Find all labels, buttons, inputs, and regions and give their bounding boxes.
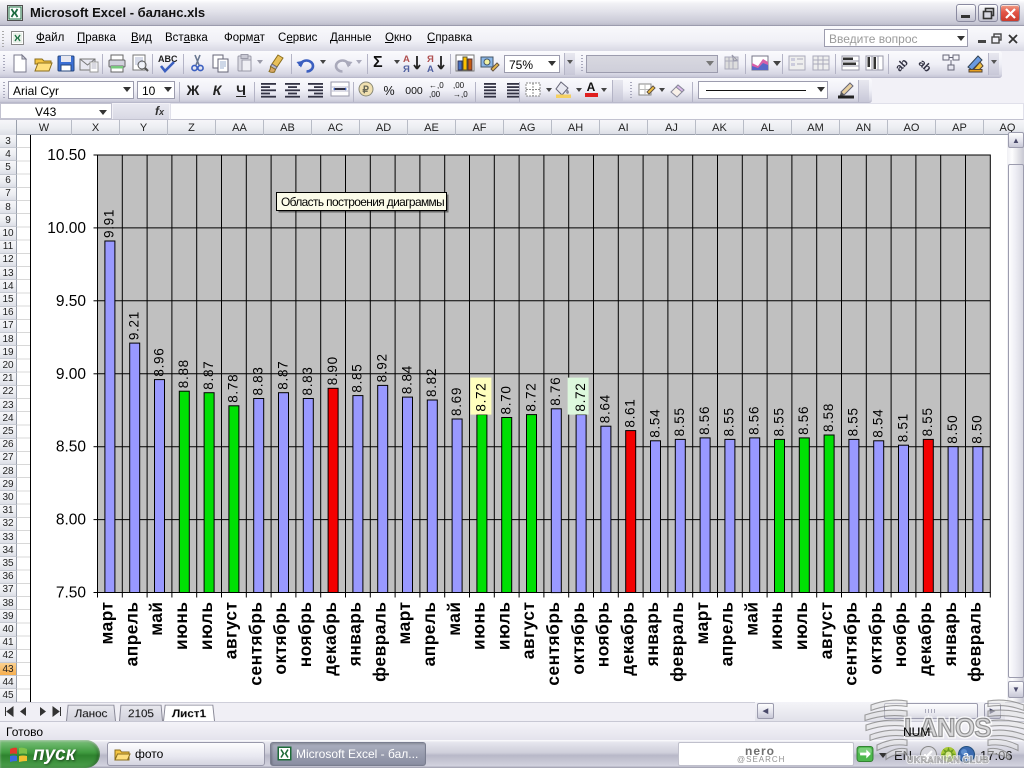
- svg-text:9.50: 9.50: [56, 293, 87, 310]
- svg-text:март: март: [97, 602, 117, 645]
- svg-text:декабрь: декабрь: [617, 602, 637, 676]
- svg-text:8.56: 8.56: [747, 406, 762, 435]
- svg-text:апрель: апрель: [419, 602, 439, 667]
- svg-text:август: август: [221, 602, 241, 660]
- svg-text:март: март: [692, 602, 712, 645]
- svg-text:июль: июль: [791, 602, 811, 651]
- svg-text:ноябрь: ноябрь: [593, 602, 613, 668]
- svg-text:май: май: [444, 602, 464, 636]
- svg-text:8.50: 8.50: [970, 415, 985, 444]
- svg-text:UKRAINIAN CLUB: UKRAINIAN CLUB: [907, 755, 989, 765]
- svg-text:9.00: 9.00: [56, 366, 87, 383]
- svg-text:А: А: [403, 54, 410, 65]
- svg-text:август: август: [518, 602, 538, 660]
- svg-text:8.56: 8.56: [796, 406, 811, 435]
- svg-text:сентябрь: сентябрь: [841, 602, 861, 686]
- svg-text:июнь: июнь: [171, 602, 191, 650]
- svg-text:март: март: [394, 602, 414, 645]
- svg-text:8.50: 8.50: [56, 439, 87, 456]
- svg-text:май: май: [146, 602, 166, 636]
- svg-text:8.55: 8.55: [722, 407, 737, 436]
- svg-text:январь: январь: [940, 602, 960, 668]
- svg-text:январь: январь: [642, 602, 662, 668]
- svg-text:8.90: 8.90: [325, 356, 340, 385]
- svg-text:8.56: 8.56: [697, 406, 712, 435]
- svg-text:8.55: 8.55: [920, 407, 935, 436]
- svg-text:8.85: 8.85: [350, 364, 365, 393]
- svg-text:июнь: июнь: [766, 602, 786, 650]
- svg-text:8.84: 8.84: [399, 365, 414, 394]
- svg-text:июль: июль: [196, 602, 216, 651]
- svg-text:октябрь: октябрь: [865, 602, 885, 675]
- svg-text:₽: ₽: [363, 85, 370, 96]
- svg-text:Я: Я: [403, 64, 410, 75]
- svg-text:9.21: 9.21: [127, 311, 142, 340]
- svg-text:ноябрь: ноябрь: [295, 602, 315, 668]
- svg-text:9.91: 9.91: [102, 209, 117, 238]
- svg-text:август: август: [816, 602, 836, 660]
- svg-text:февраль: февраль: [369, 602, 389, 682]
- svg-text:ABC: ABC: [158, 54, 178, 64]
- svg-text:октябрь: октябрь: [270, 602, 290, 675]
- svg-text:апрель: апрель: [121, 602, 141, 667]
- svg-text:UKRAINIAN CLUB: UKRAINIAN CLUB: [907, 755, 989, 765]
- svg-text:декабрь: декабрь: [320, 602, 340, 676]
- svg-text:8.69: 8.69: [449, 387, 464, 416]
- svg-text:8.72: 8.72: [474, 383, 489, 412]
- svg-text:←,0: ←,0: [429, 81, 444, 90]
- svg-text:8.88: 8.88: [176, 359, 191, 388]
- svg-text:8.83: 8.83: [251, 366, 266, 395]
- svg-text:8.72: 8.72: [573, 383, 588, 412]
- svg-text:8.87: 8.87: [201, 361, 216, 390]
- svg-text:8.76: 8.76: [548, 377, 563, 406]
- svg-text:8.54: 8.54: [647, 409, 662, 438]
- svg-text:Я: Я: [427, 54, 434, 65]
- svg-text:январь: январь: [345, 602, 365, 668]
- svg-text:февраль: февраль: [965, 602, 985, 682]
- svg-text:8.55: 8.55: [846, 407, 861, 436]
- svg-text:октябрь: октябрь: [568, 602, 588, 675]
- svg-text:А: А: [427, 64, 434, 75]
- svg-text:8.61: 8.61: [623, 399, 638, 428]
- svg-text:8.58: 8.58: [821, 403, 836, 432]
- svg-text:ноябрь: ноябрь: [890, 602, 910, 668]
- svg-text:8.51: 8.51: [895, 413, 910, 442]
- svg-text:8.55: 8.55: [672, 407, 687, 436]
- svg-text:10.00: 10.00: [47, 220, 86, 237]
- svg-text:июль: июль: [493, 602, 513, 651]
- svg-text:8.55: 8.55: [771, 407, 786, 436]
- svg-text:8.50: 8.50: [945, 415, 960, 444]
- svg-text:a: a: [963, 750, 970, 762]
- svg-text:10.50: 10.50: [47, 147, 86, 164]
- svg-text:→,0: →,0: [453, 90, 468, 99]
- svg-text:декабрь: декабрь: [915, 602, 935, 676]
- svg-text:8.00: 8.00: [56, 512, 87, 529]
- svg-text:8.78: 8.78: [226, 374, 241, 403]
- svg-text:LANOS: LANOS: [904, 715, 991, 743]
- svg-text:февраль: февраль: [667, 602, 687, 682]
- svg-text:сентябрь: сентябрь: [543, 602, 563, 686]
- svg-text:,00: ,00: [453, 81, 465, 90]
- svg-text:8.72: 8.72: [523, 383, 538, 412]
- svg-text:8.54: 8.54: [871, 409, 886, 438]
- svg-text:апрель: апрель: [717, 602, 737, 667]
- svg-text:8.82: 8.82: [424, 368, 439, 397]
- svg-text:8.83: 8.83: [300, 366, 315, 395]
- svg-text:8.70: 8.70: [499, 385, 514, 414]
- svg-text:сентябрь: сентябрь: [245, 602, 265, 686]
- svg-text:июнь: июнь: [469, 602, 489, 650]
- svg-text:май: май: [741, 602, 761, 636]
- svg-text:,00: ,00: [429, 90, 441, 99]
- svg-text:8.92: 8.92: [375, 353, 390, 382]
- svg-text:8.96: 8.96: [151, 348, 166, 377]
- svg-text:8.87: 8.87: [275, 361, 290, 390]
- svg-text:8.64: 8.64: [598, 394, 613, 423]
- svg-text:LANOS: LANOS: [904, 715, 991, 743]
- svg-text:7.50: 7.50: [56, 585, 87, 602]
- svg-text:Область построения диаграммы: Область построения диаграммы: [281, 195, 444, 209]
